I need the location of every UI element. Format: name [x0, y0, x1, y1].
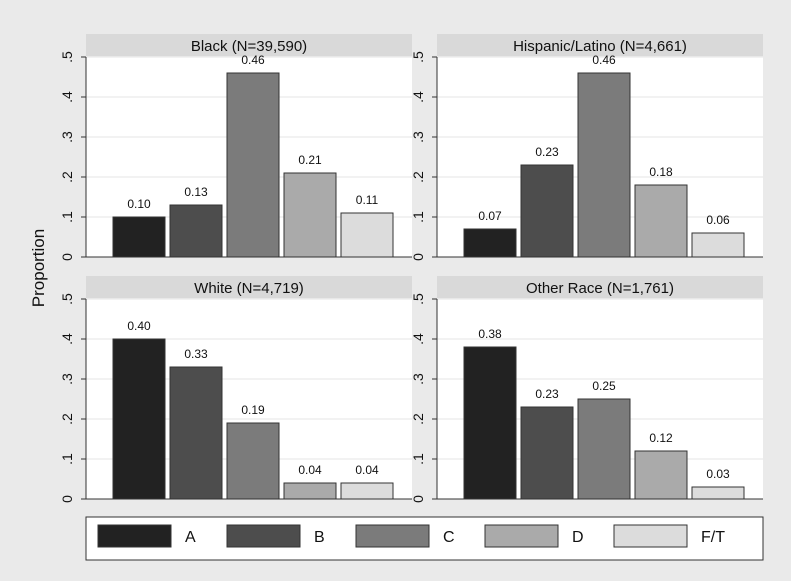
bar-c: [577, 398, 631, 500]
y-tick-label: .5: [59, 51, 75, 63]
y-tick-label: .5: [410, 293, 426, 305]
legend: A B C D F/T: [85, 516, 764, 561]
y-tick-label: .1: [59, 453, 75, 465]
y-tick-label: .5: [59, 293, 75, 305]
y-tick-label: .2: [410, 413, 426, 425]
data-label: 0.46: [592, 53, 616, 67]
data-label: 0.23: [535, 387, 559, 401]
data-label: 0.04: [298, 463, 322, 477]
bar-ft: [340, 482, 394, 500]
legend-label: F/T: [701, 529, 725, 546]
data-label: 0.19: [241, 403, 265, 417]
data-label: 0.03: [706, 467, 730, 481]
panel-title: Other Race (N=1,761): [526, 280, 674, 297]
y-tick-label: .2: [410, 171, 426, 183]
panel-3: White (N=4,719) 0 .1 .2 .3 .4 .5 0.40 0.33 0.19 0.…: [59, 276, 412, 503]
bar-d: [634, 184, 688, 258]
y-axis-label: Proportion: [29, 229, 48, 307]
panels: Black (N=39,590)0.1.2.3.4.50.100.130.460…: [59, 34, 763, 503]
y-tick-label: .4: [410, 333, 426, 345]
data-label: 0.46: [241, 53, 265, 67]
y-tick-label: .4: [59, 333, 75, 345]
panel-header: [437, 34, 763, 56]
bar-c: [577, 72, 631, 258]
bar-a: [112, 216, 166, 258]
panel-2: Hispanic/Latino (N=4,661) 0 .1 .2 .3 .4 .5 0.07…: [410, 34, 763, 261]
data-label: 0.33: [184, 347, 208, 361]
y-tick-label: 0: [410, 253, 426, 261]
bar-b: [169, 204, 223, 258]
panel-1: Black (N=39,590) 0 .1 .2 .3 .4 .5 0.10 0.13 0.46 0…: [59, 34, 412, 261]
bar-d: [283, 482, 337, 500]
data-label: 0.13: [184, 185, 208, 199]
panel-title: Hispanic/Latino (N=4,661): [513, 38, 687, 55]
bar-b: [520, 164, 574, 258]
legend-label: B: [314, 529, 325, 546]
legend-label: A: [185, 529, 196, 546]
y-tick-label: .2: [59, 171, 75, 183]
bar-a: [463, 228, 517, 258]
data-label: 0.21: [298, 153, 322, 167]
bar-ft: [691, 486, 745, 500]
legend-swatch: [355, 524, 430, 548]
bar-ft: [340, 212, 394, 258]
y-tick-label: .1: [410, 211, 426, 223]
panel-title: Black (N=39,590): [191, 38, 307, 55]
panel-header: [86, 276, 412, 298]
y-tick-label: 0: [410, 495, 426, 503]
data-label: 0.10: [127, 197, 151, 211]
bar-a: [112, 338, 166, 500]
y-tick-label: .3: [59, 131, 75, 143]
legend-label: C: [443, 529, 455, 546]
y-tick-label: .1: [59, 211, 75, 223]
panel-title: White (N=4,719): [194, 280, 304, 297]
y-tick-label: .3: [59, 373, 75, 385]
bar-ft: [691, 232, 745, 258]
bar-c: [226, 422, 280, 500]
data-label: 0.12: [649, 431, 673, 445]
legend-label: D: [572, 529, 584, 546]
data-label: 0.04: [355, 463, 379, 477]
data-label: 0.18: [649, 165, 673, 179]
y-tick-label: .3: [410, 131, 426, 143]
legend-swatch: [97, 524, 172, 548]
y-tick-label: 0: [59, 495, 75, 503]
bar-b: [169, 366, 223, 500]
y-tick-label: .4: [410, 91, 426, 103]
data-label: 0.25: [592, 379, 616, 393]
data-label: 0.06: [706, 213, 730, 227]
y-tick-label: .1: [410, 453, 426, 465]
legend-swatch: [613, 524, 688, 548]
bar-d: [283, 172, 337, 258]
data-label: 0.11: [356, 193, 379, 207]
y-tick-label: .3: [410, 373, 426, 385]
data-label: 0.07: [478, 209, 502, 223]
bar-b: [520, 406, 574, 500]
bar-a: [463, 346, 517, 500]
y-tick-label: 0: [59, 253, 75, 261]
data-label: 0.40: [127, 319, 151, 333]
y-tick-label: .4: [59, 91, 75, 103]
panel-4: Other Race (N=1,761) 0 .1 .2 .3 .4 .5 0.38 0.23 0…: [410, 276, 763, 503]
legend-swatch: [226, 524, 301, 548]
data-label: 0.38: [478, 327, 502, 341]
bar-c: [226, 72, 280, 258]
bar-d: [634, 450, 688, 500]
y-tick-label: .5: [410, 51, 426, 63]
data-label: 0.23: [535, 145, 559, 159]
legend-swatch: [484, 524, 559, 548]
y-tick-label: .2: [59, 413, 75, 425]
panel-header: [86, 34, 412, 56]
panel-header: [437, 276, 763, 298]
